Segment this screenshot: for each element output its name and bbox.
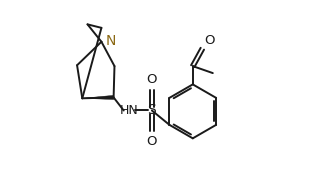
Polygon shape [82, 95, 114, 100]
Text: S: S [147, 104, 156, 117]
Text: HN: HN [120, 104, 139, 117]
Text: O: O [147, 135, 157, 148]
Text: O: O [204, 34, 214, 47]
Text: O: O [147, 73, 157, 86]
Text: N: N [105, 34, 116, 48]
